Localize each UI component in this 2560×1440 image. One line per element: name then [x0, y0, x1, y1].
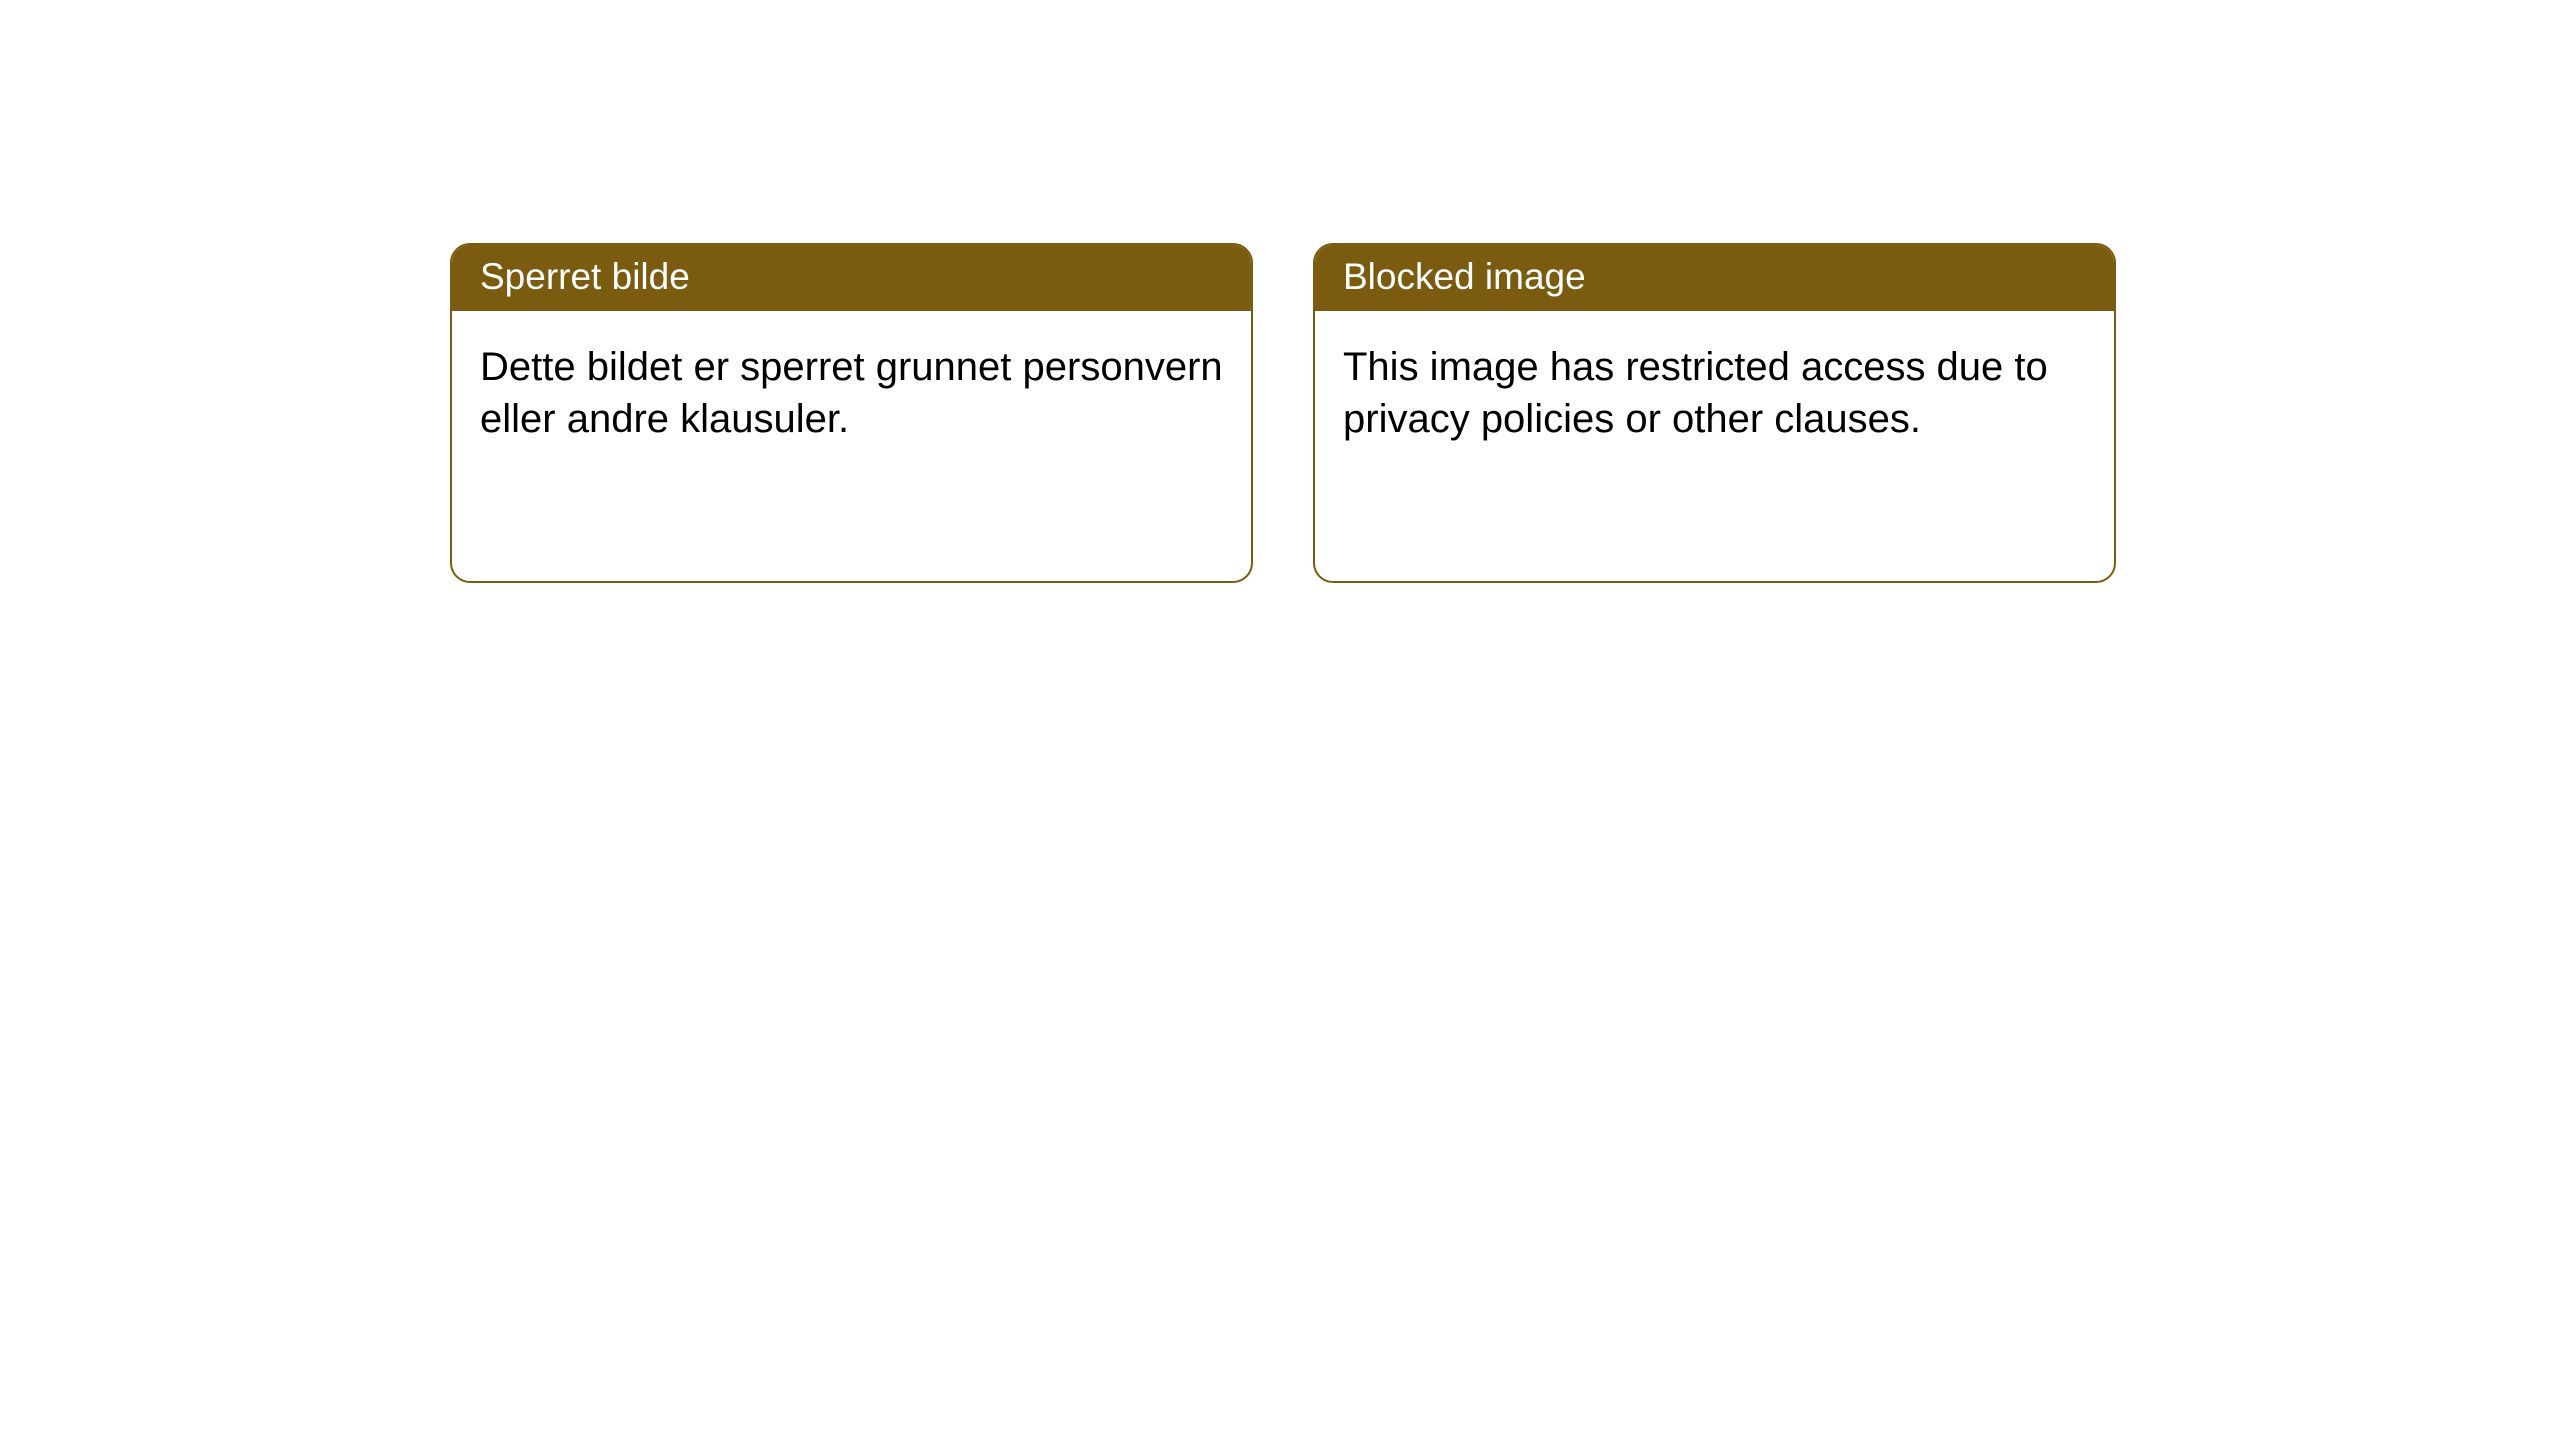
card-title: Blocked image	[1343, 256, 1586, 297]
notice-cards-row: Sperret bilde Dette bildet er sperret gr…	[0, 0, 2560, 583]
card-body-text: Dette bildet er sperret grunnet personve…	[480, 345, 1223, 441]
blocked-image-card-no: Sperret bilde Dette bildet er sperret gr…	[450, 243, 1253, 583]
card-header: Sperret bilde	[452, 245, 1251, 311]
card-body: This image has restricted access due to …	[1315, 311, 2114, 475]
blocked-image-card-en: Blocked image This image has restricted …	[1313, 243, 2116, 583]
card-header: Blocked image	[1315, 245, 2114, 311]
card-body-text: This image has restricted access due to …	[1343, 345, 2048, 441]
card-title: Sperret bilde	[480, 256, 690, 297]
card-body: Dette bildet er sperret grunnet personve…	[452, 311, 1251, 475]
